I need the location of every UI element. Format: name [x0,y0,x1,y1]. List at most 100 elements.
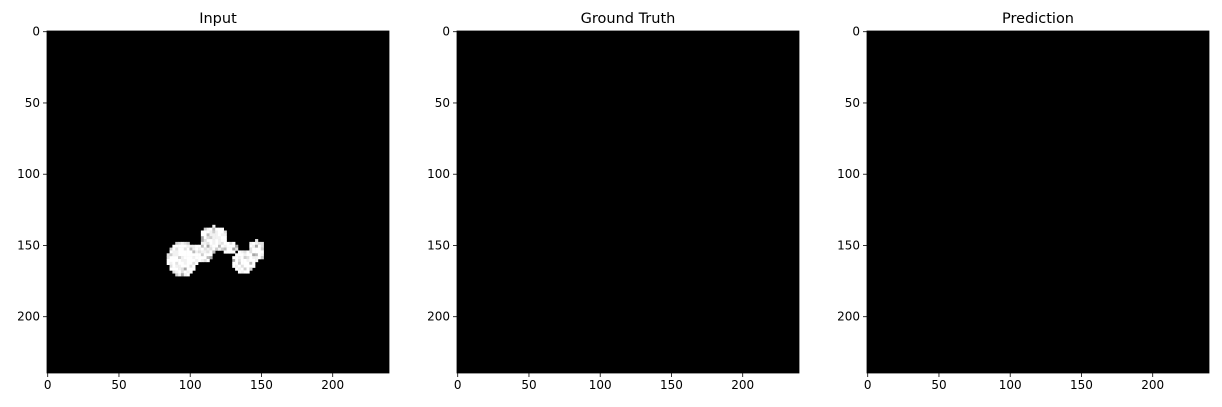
blob-pixel [203,230,207,234]
blob-pixel [195,253,199,257]
blob-pixel [232,264,236,268]
panel-title-ground-truth: Ground Truth [581,11,676,27]
blob-pixel [183,253,187,257]
blob-pixel [195,256,199,260]
blob-pixel [175,247,179,251]
blob-pixel [220,239,224,243]
blob-pixel [243,256,247,260]
panel-prediction: Prediction 0 50 100 150 200 0 50 100 150 200 [837,11,1210,392]
blob-pixel [260,250,264,254]
blob-pixel [257,241,262,246]
blob-pixel [172,247,176,251]
blob-pixel [189,261,193,265]
y-tick-label: 100 [837,167,860,181]
blob-pixel [212,247,216,251]
blob-pixel [180,273,185,277]
blob-pixel [200,256,205,260]
blob-pixel [206,247,210,251]
blob-pixel [257,250,262,254]
blob-pixel [235,253,239,257]
blob-pixel [180,241,185,246]
blob-pixel [192,244,196,248]
blob-pixel [198,250,202,254]
blob-pixel [252,244,256,248]
y-axis-ticks-ground-truth: 0 50 100 150 200 [427,25,457,324]
blob-pixel [243,253,247,257]
blob-pixel [172,264,176,268]
blob-pixel [215,239,219,243]
blob-pixel [209,227,213,231]
blob-pixel [237,259,242,263]
blob-pixel [166,261,170,265]
blob-pixel [206,230,210,234]
blob-pixel [178,256,182,260]
blob-pixel [243,250,247,254]
blob-pixel [232,244,236,248]
blob-pixel [212,241,216,246]
blob-pixel [198,244,202,248]
x-axis-ticks-input: 0 50 100 150 200 [44,373,344,392]
blob-pixel [172,244,176,248]
blob-pixel [215,241,219,246]
blob-pixel [203,250,207,254]
y-tick-label: 0 [442,25,450,39]
blob-pixel [180,256,185,260]
blob-pixel [220,236,224,240]
blob-pixel [206,236,210,240]
blob-pixel [189,259,193,263]
blob-pixel [180,264,185,268]
blob-pixel [183,261,187,265]
blob-pixel [249,264,253,268]
blob-pixel [257,253,262,257]
blob-pixel [212,230,216,234]
blob-pixel [237,250,242,254]
blob-pixel [203,256,207,260]
blob-pixel [240,253,244,257]
blob-pixel [252,247,256,251]
panel-image-prediction [866,30,1210,374]
blob-pixel [255,239,259,243]
y-tick-label: 150 [837,238,860,252]
blob-pixel [220,241,224,246]
blob-pixel [169,259,173,263]
blob-pixel [203,239,207,243]
blob-pixel [175,250,179,254]
y-axis-ticks-prediction: 0 50 100 150 200 [837,25,867,324]
blob-pixel [200,253,205,257]
blob-pixel [255,256,259,260]
blob-pixel [243,270,247,274]
blob-pixel [172,267,176,271]
blob-pixel [189,244,193,248]
blob-pixel [200,250,205,254]
blob-pixel [178,261,182,265]
blob-pixel [183,256,187,260]
blob-pixel [195,261,199,265]
y-tick-label: 0 [32,25,40,39]
blob-pixel [255,253,259,257]
blob-pixel [240,267,244,271]
x-tick-label: 50 [111,378,126,392]
blob-pixel [180,247,185,251]
blob-pixel [180,259,185,263]
x-tick-label: 100 [589,378,612,392]
blob-pixel [249,261,253,265]
panel-title-prediction: Prediction [1002,11,1074,27]
blob-pixel [206,239,210,243]
blob-pixel [252,250,256,254]
blob-pixel [257,256,262,260]
blob-pixel [206,241,210,246]
blob-pixel [192,253,196,257]
blob-pixel [178,253,182,257]
blob-pixel [198,247,202,251]
blob-pixel [186,253,190,257]
blob-pixel [175,253,179,257]
blob-pixel [229,241,233,246]
blob-pixel [232,259,236,263]
y-tick-label: 150 [427,238,450,252]
blob-pixel [180,261,185,265]
blob-pixel [212,224,216,228]
blob-pixel [246,259,250,263]
blob-pixel [186,250,190,254]
blob-pixel [186,259,190,263]
blob-pixel [226,250,230,254]
